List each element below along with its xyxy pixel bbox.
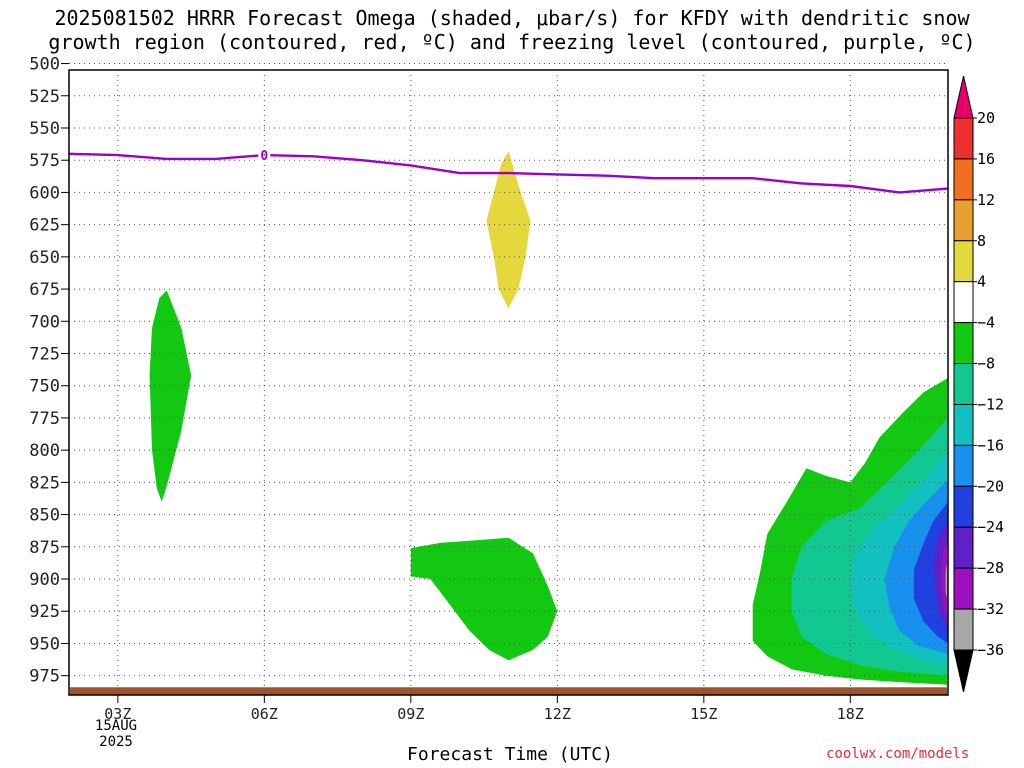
omega-region-1 [486,151,531,309]
y-tick-label-700: 700 [29,312,60,332]
credit-link[interactable]: coolwx.com/models [826,746,970,762]
x-tick-label-12Z: 12Z [544,705,571,723]
colorbar-swatch-8 [953,444,974,487]
y-tick-label-500: 500 [29,55,60,75]
y-tick-label-525: 525 [29,87,60,107]
plot-grid [69,63,948,695]
colorbar-label-3: 8 [977,232,986,250]
colorbar-swatch-1 [953,158,974,201]
title-line-1: 2025081502 HRRR Forecast Omega (shaded, … [54,6,970,30]
omega-band-6 [940,537,948,618]
plot-fills [70,151,948,695]
colorbar-top-triangle [953,75,974,119]
x-axis: 03Z 06Z 09Z 12Z 15Z 18Z [104,695,864,723]
colorbar-swatch-10 [953,526,974,569]
colorbar-label-13: −36 [977,641,1004,659]
colorbar-label-4: 4 [977,273,986,291]
y-tick-label-750: 750 [29,377,60,397]
title-line-2: growth region (contoured, red, ºC) and f… [48,30,976,54]
colorbar-legend: 20 16 12 8 4 −4 −8 −12 −16 −20 −24 −28 −32 −36 [953,75,1004,693]
y-tick-label-875: 875 [29,538,60,558]
colorbar-swatch-2 [953,199,974,242]
colorbar-label-7: −12 [977,395,1004,413]
y-tick-label-900: 900 [29,570,60,590]
date-year: 2025 [99,734,133,750]
colorbar-label-0: 20 [977,109,995,127]
chart-title: 2025081502 HRRR Forecast Omega (shaded, … [0,6,1024,54]
x-tick-label-03Z: 03Z [104,705,131,723]
y-axis: 500 525 550 575 600 625 650 675 700 725 750 775 800 8… [29,55,69,687]
colorbar-swatch-4 [953,281,974,324]
colorbar-bottom-triangle [953,649,974,693]
y-tick-label-550: 550 [29,119,60,139]
freezing-level-label: 0 [260,149,268,164]
colorbar-label-5: −4 [977,314,995,332]
x-tick-label-06Z: 06Z [251,705,278,723]
plot-frame [68,69,949,696]
colorbar-swatch-9 [953,485,974,528]
y-tick-label-600: 600 [29,183,60,203]
colorbar-label-11: −28 [977,559,1004,577]
plot-lines: 0 [68,147,949,194]
colorbar-label-2: 12 [977,191,995,209]
colorbar-label-1: 16 [977,150,995,168]
freezing-level-line [68,152,949,194]
colorbar-swatch-5 [953,322,974,365]
x-tick-label-15Z: 15Z [690,705,717,723]
y-tick-label-975: 975 [29,667,60,687]
colorbar-swatch-7 [953,403,974,446]
y-tick-label-650: 650 [29,248,60,268]
colorbar-label-8: −16 [977,436,1004,454]
terrain-strip [70,687,947,695]
y-tick-label-775: 775 [29,409,60,429]
colorbar-label-12: −32 [977,600,1004,618]
colorbar-swatch-11 [953,567,974,610]
y-tick-label-725: 725 [29,345,60,365]
x-tick-label-09Z: 09Z [397,705,424,723]
y-tick-label-850: 850 [29,506,60,526]
colorbar-label-9: −20 [977,477,1004,495]
y-tick-label-925: 925 [29,602,60,622]
colorbar-swatch-3 [953,240,974,283]
y-tick-label-625: 625 [29,216,60,236]
colorbar-swatch-6 [953,363,974,405]
date-day: 15AUG [94,718,138,734]
colorbar-label-6: −8 [977,355,995,373]
date-label: 15AUG 2025 [84,718,148,750]
y-tick-label-825: 825 [29,473,60,493]
y-tick-label-800: 800 [29,441,60,461]
freezing-level-label-bg [258,147,271,163]
colorbar-label-10: −24 [977,518,1004,536]
y-tick-label-950: 950 [29,634,60,654]
omega-region-0 [149,290,192,502]
y-tick-label-675: 675 [29,280,60,300]
colorbar-swatch-0 [953,117,974,160]
x-tick-label-18Z: 18Z [837,705,864,723]
y-tick-label-575: 575 [29,151,60,171]
x-axis-title: Forecast Time (UTC) [407,744,613,765]
colorbar-swatch-12 [953,608,974,651]
omega-region-2 [410,537,558,661]
